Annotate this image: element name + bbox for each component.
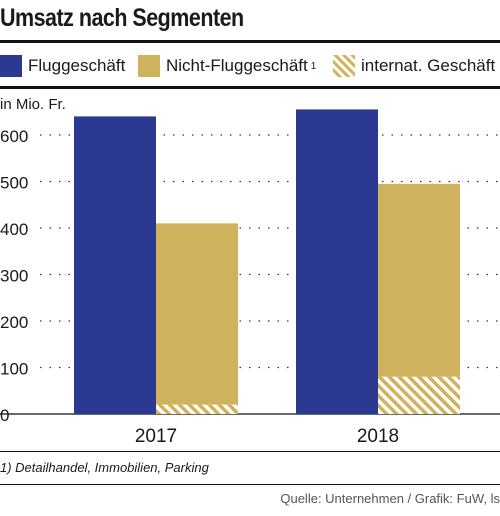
y-tick-label: 300 <box>0 267 28 286</box>
title-rule <box>0 40 500 43</box>
legend-footnote-marker: 1 <box>310 60 317 72</box>
x-tick-label-2018: 2018 <box>357 426 399 447</box>
legend-swatch-internat-geschaeft <box>333 55 355 77</box>
bar-fluggeschaeft-2018 <box>296 109 378 415</box>
bar-internat-geschaeft-2018 <box>378 376 460 414</box>
source-rule <box>0 484 500 485</box>
y-tick-label: 200 <box>0 313 28 332</box>
legend-label-fluggeschaeft: Fluggeschäft <box>28 56 126 75</box>
legend-item-internat-geschaeft: internat. Geschäft <box>333 55 495 77</box>
bar-nicht-fluggeschaeft-2017 <box>156 223 238 405</box>
legend-item-nicht-fluggeschaeft: Nicht-Fluggeschäft 1 <box>138 55 316 77</box>
y-tick-label: 500 <box>0 174 28 193</box>
footnote: 1) Detailhandel, Immobilien, Parking <box>0 460 209 475</box>
legend-label-nicht-fluggeschaeft: Nicht-Fluggeschäft <box>166 56 308 75</box>
y-tick-label: 600 <box>0 127 28 146</box>
y-tick-label: 100 <box>0 360 28 379</box>
legend-item-fluggeschaeft: Fluggeschäft <box>0 55 125 77</box>
legend-swatch-nicht-fluggeschaeft <box>138 55 160 77</box>
chart-title: Umsatz nach Segmenten <box>0 4 244 32</box>
legend: Fluggeschäft Nicht-Fluggeschäft 1 interna… <box>0 55 500 79</box>
bar-fluggeschaeft-2017 <box>74 116 156 415</box>
legend-swatch-fluggeschaeft <box>0 55 22 77</box>
y-axis-unit: in Mio. Fr. <box>0 96 66 113</box>
x-tick-label-2017: 2017 <box>135 426 177 447</box>
y-tick-label: 0 <box>0 406 9 425</box>
legend-rule <box>0 86 500 89</box>
bar-internat-geschaeft-2017 <box>156 404 238 414</box>
y-tick-label: 400 <box>0 220 28 239</box>
footnote-rule <box>0 451 500 452</box>
bar-nicht-fluggeschaeft-2018 <box>378 183 460 377</box>
legend-label-internat-geschaeft: internat. Geschäft <box>361 56 496 75</box>
source-credit: Quelle: Unternehmen / Grafik: FuW, ls <box>280 491 500 506</box>
